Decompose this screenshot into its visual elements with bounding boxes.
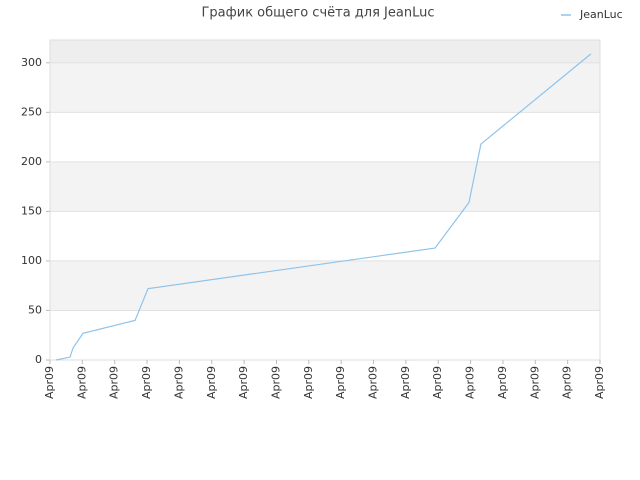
y-tick-label: 300: [21, 56, 42, 69]
x-tick-label: Apr09: [561, 366, 574, 399]
band: [50, 62, 600, 113]
x-tick-label: Apr09: [528, 366, 541, 399]
x-tick-label: Apr09: [140, 366, 153, 399]
y-tick-label: 200: [21, 155, 42, 168]
chart-title: График общего счёта для JeanLuc: [201, 6, 434, 21]
plot-border: [49, 39, 601, 361]
x-tick-label: Apr09: [43, 366, 56, 399]
x-tick-label: Apr09: [496, 366, 509, 399]
x-tick-label: Apr09: [269, 366, 282, 399]
series-line: [56, 53, 592, 361]
x-tick-label: Apr09: [302, 366, 315, 399]
x-tick-label: Apr09: [205, 366, 218, 399]
y-tick-label: 250: [21, 105, 42, 118]
x-tick-label: Apr09: [593, 366, 606, 399]
x-tick-label: Apr09: [399, 366, 412, 399]
y-tick-label: 50: [28, 303, 42, 316]
x-tick-label: Apr09: [334, 366, 347, 399]
band: [50, 161, 600, 212]
band: [50, 260, 600, 311]
x-tick-label: Apr09: [464, 366, 477, 399]
y-tick-label: 0: [35, 353, 42, 366]
x-tick-label: Apr09: [172, 366, 185, 399]
x-tick-label: Apr09: [108, 366, 121, 399]
x-tick-label: Apr09: [367, 366, 380, 399]
x-tick-label: Apr09: [431, 366, 444, 399]
band: [50, 40, 600, 63]
y-tick-label: 150: [21, 204, 42, 217]
y-tick-label: 100: [21, 254, 42, 267]
x-tick-label: Apr09: [75, 366, 88, 399]
x-tick-label: Apr09: [237, 366, 250, 399]
legend-label: JeanLuc: [579, 8, 623, 21]
